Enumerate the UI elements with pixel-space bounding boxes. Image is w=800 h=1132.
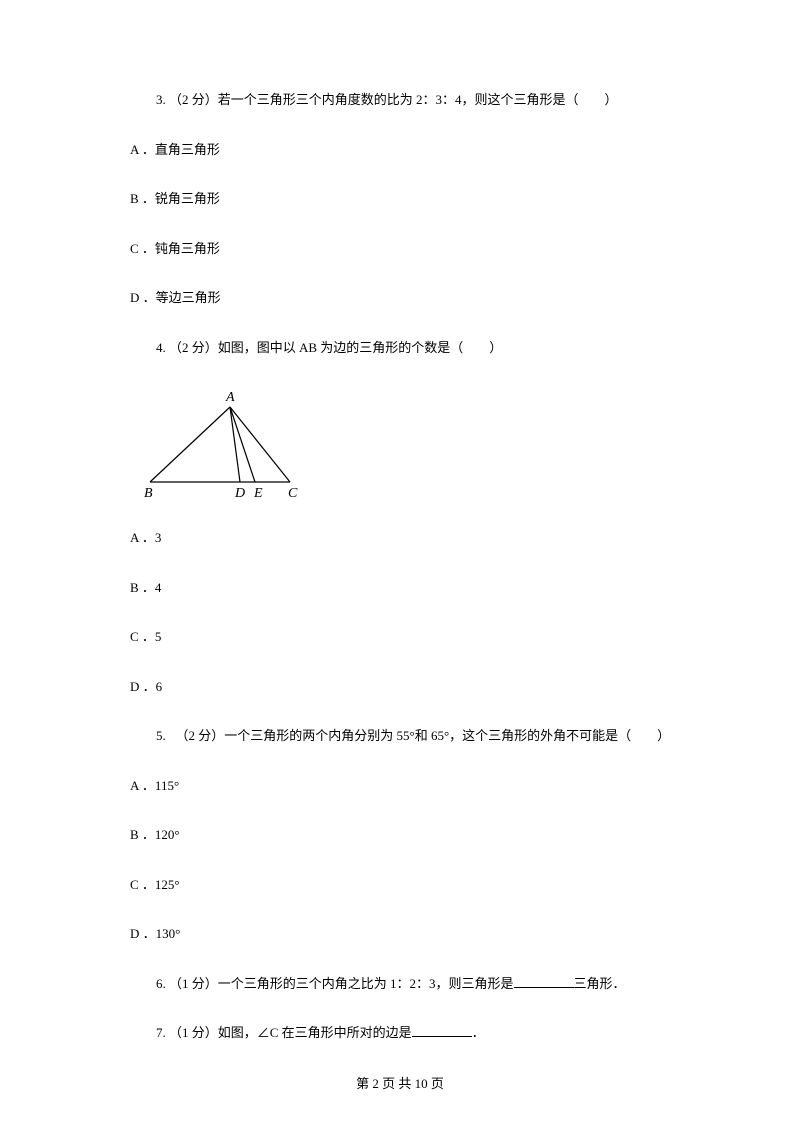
q7-post: ． [472, 1025, 485, 1040]
q4-option-b: B ．4 [130, 578, 670, 598]
q4-figure: A B D E C [130, 387, 670, 502]
q6-post: 三角形． [574, 976, 626, 991]
question-4: 4. （2 分）如图，图中以 AB 为边的三角形的个数是（ ） [130, 338, 670, 358]
label-e: E [253, 486, 263, 501]
q6-text: 6. （1 分）一个三角形的三个内角之比为 1：2：3，则三角形是 三角形． [130, 974, 670, 994]
q3-option-d: D ．等边三角形 [130, 288, 670, 308]
q5-text: 5. （2 分）一个三角形的两个内角分别为 55°和 65°，这个三角形的外角不… [130, 726, 670, 746]
q3-text: 3. （2 分）若一个三角形三个内角度数的比为 2：3：4，则这个三角形是（ ） [130, 90, 670, 110]
q5-option-a: A ．115° [130, 776, 670, 796]
q3-option-a: A ．直角三角形 [130, 140, 670, 160]
q5-option-c: C ．125° [130, 875, 670, 895]
q7-blank [412, 1024, 472, 1037]
label-c: C [288, 486, 298, 501]
label-a: A [225, 390, 235, 405]
q4-text: 4. （2 分）如图，图中以 AB 为边的三角形的个数是（ ） [130, 338, 670, 358]
q6-pre: 6. （1 分）一个三角形的三个内角之比为 1：2：3，则三角形是 [156, 976, 514, 991]
question-5: 5. （2 分）一个三角形的两个内角分别为 55°和 65°，这个三角形的外角不… [130, 726, 670, 746]
q7-text: 7. （1 分）如图，∠C 在三角形中所对的边是 ． [130, 1023, 670, 1043]
q6-blank [514, 975, 574, 988]
q4-option-d: D ．6 [130, 677, 670, 697]
page-footer: 第 2 页 共 10 页 [0, 1073, 800, 1092]
question-6: 6. （1 分）一个三角形的三个内角之比为 1：2：3，则三角形是 三角形． [130, 974, 670, 994]
q4-option-c: C ．5 [130, 627, 670, 647]
question-7: 7. （1 分）如图，∠C 在三角形中所对的边是 ． [130, 1023, 670, 1043]
q3-option-c: C ．钝角三角形 [130, 239, 670, 259]
q3-option-b: B ．锐角三角形 [130, 189, 670, 209]
q5-option-d: D ．130° [130, 924, 670, 944]
question-3: 3. （2 分）若一个三角形三个内角度数的比为 2：3：4，则这个三角形是（ ） [130, 90, 670, 110]
q5-option-b: B ．120° [130, 825, 670, 845]
q4-option-a: A ．3 [130, 528, 670, 548]
triangle-diagram: A B D E C [140, 387, 310, 502]
label-d: D [234, 486, 245, 501]
label-b: B [144, 486, 153, 501]
page-content: 3. （2 分）若一个三角形三个内角度数的比为 2：3：4，则这个三角形是（ ）… [0, 0, 800, 1043]
q7-pre: 7. （1 分）如图，∠C 在三角形中所对的边是 [156, 1025, 412, 1040]
